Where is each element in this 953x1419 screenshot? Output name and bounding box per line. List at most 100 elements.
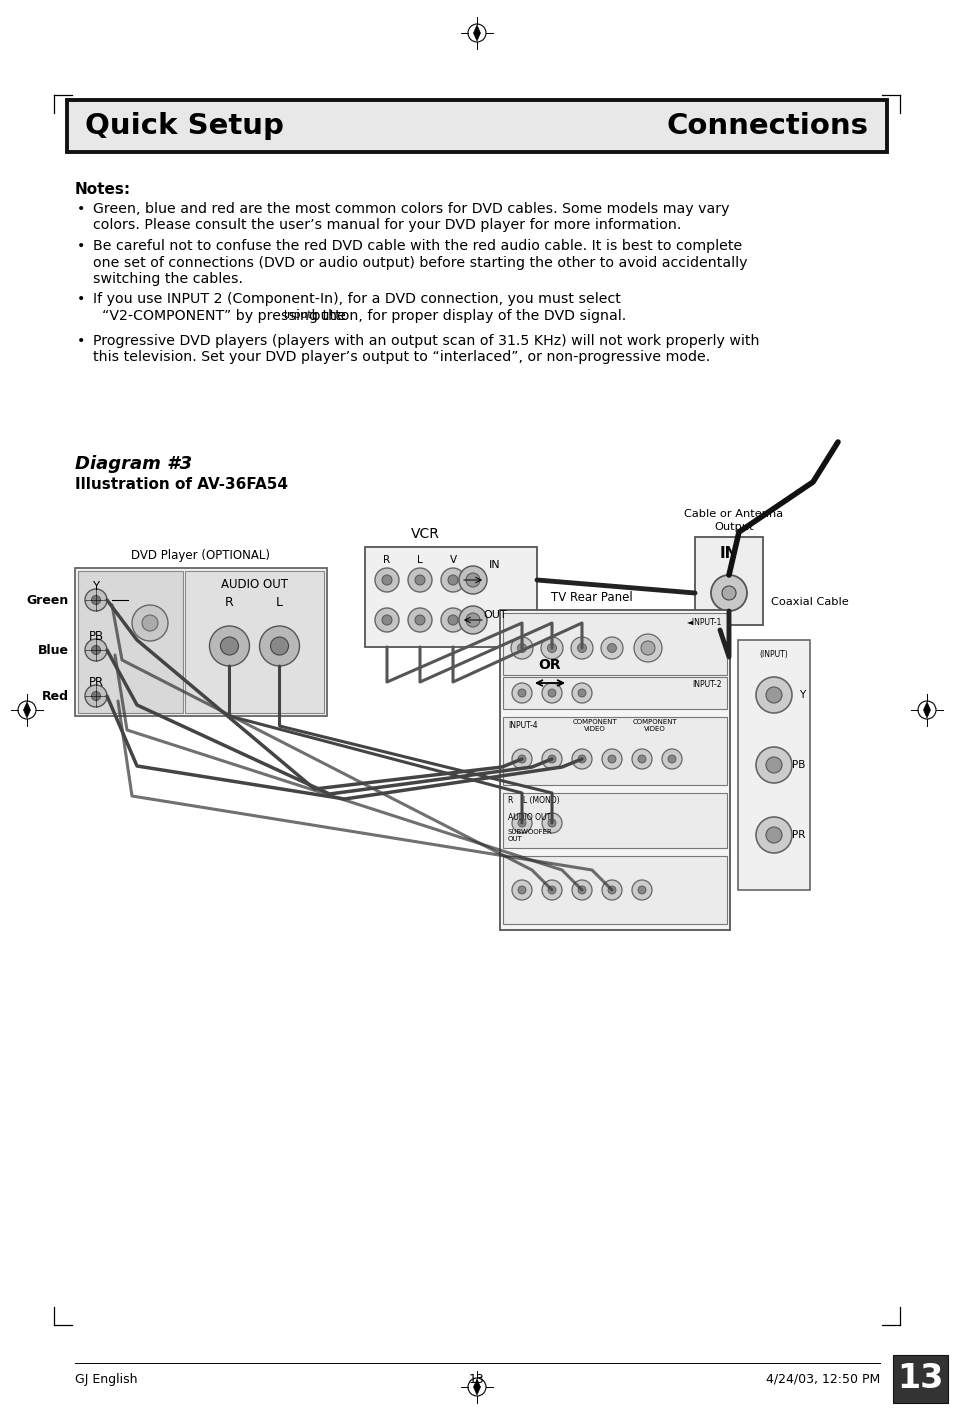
Text: Coaxial Cable: Coaxial Cable xyxy=(770,597,848,607)
Text: R: R xyxy=(225,596,233,610)
Text: INPUT-4: INPUT-4 xyxy=(507,721,537,729)
Circle shape xyxy=(408,607,432,631)
Circle shape xyxy=(631,749,651,769)
Text: 13: 13 xyxy=(469,1374,484,1386)
FancyBboxPatch shape xyxy=(499,610,729,929)
Circle shape xyxy=(765,687,781,702)
Circle shape xyxy=(415,614,424,624)
Text: Blue: Blue xyxy=(38,643,69,657)
Circle shape xyxy=(578,690,585,697)
Circle shape xyxy=(375,607,398,631)
Circle shape xyxy=(710,575,746,612)
Circle shape xyxy=(142,614,158,631)
Text: 4/24/03, 12:50 PM: 4/24/03, 12:50 PM xyxy=(765,1374,879,1386)
Text: Input: Input xyxy=(284,311,312,321)
Circle shape xyxy=(91,691,100,701)
Circle shape xyxy=(661,749,681,769)
Circle shape xyxy=(91,646,100,654)
Text: OR: OR xyxy=(538,658,560,673)
FancyBboxPatch shape xyxy=(75,568,327,717)
Circle shape xyxy=(517,755,525,763)
Circle shape xyxy=(547,819,556,827)
FancyBboxPatch shape xyxy=(502,677,726,710)
Text: •: • xyxy=(77,238,85,253)
FancyBboxPatch shape xyxy=(365,546,537,647)
Circle shape xyxy=(640,641,655,656)
Circle shape xyxy=(755,677,791,712)
Circle shape xyxy=(578,755,585,763)
Text: PB: PB xyxy=(89,630,104,643)
Text: one set of connections (DVD or audio output) before starting the other to avoid : one set of connections (DVD or audio out… xyxy=(92,255,747,270)
Circle shape xyxy=(465,573,479,587)
Circle shape xyxy=(511,637,533,658)
Circle shape xyxy=(517,885,525,894)
Circle shape xyxy=(547,643,556,653)
Circle shape xyxy=(755,746,791,783)
Circle shape xyxy=(458,566,486,595)
Text: (INPUT): (INPUT) xyxy=(759,650,787,658)
Circle shape xyxy=(572,880,592,900)
Text: L: L xyxy=(275,596,283,610)
Circle shape xyxy=(381,575,392,585)
Text: Red: Red xyxy=(42,690,69,702)
Circle shape xyxy=(541,683,561,702)
Circle shape xyxy=(512,813,532,833)
Text: colors. Please consult the user’s manual for your DVD player for more informatio: colors. Please consult the user’s manual… xyxy=(92,219,680,233)
Text: PR: PR xyxy=(89,675,104,688)
Text: •: • xyxy=(77,201,85,216)
Circle shape xyxy=(448,614,457,624)
Circle shape xyxy=(465,613,479,627)
Text: 13: 13 xyxy=(897,1362,943,1395)
Text: R    L (MONO): R L (MONO) xyxy=(507,796,559,805)
FancyBboxPatch shape xyxy=(67,99,886,152)
Text: Illustration of AV-36FA54: Illustration of AV-36FA54 xyxy=(75,477,288,492)
Text: INPUT-2: INPUT-2 xyxy=(692,680,721,690)
Text: OUT: OUT xyxy=(482,610,506,620)
Circle shape xyxy=(85,685,107,707)
Text: ◄INPUT-1: ◄INPUT-1 xyxy=(686,619,721,627)
Circle shape xyxy=(547,755,556,763)
Circle shape xyxy=(440,568,464,592)
Circle shape xyxy=(259,626,299,666)
Circle shape xyxy=(607,643,616,653)
Circle shape xyxy=(540,637,562,658)
Circle shape xyxy=(631,880,651,900)
Circle shape xyxy=(210,626,250,666)
Circle shape xyxy=(600,637,622,658)
Circle shape xyxy=(578,885,585,894)
FancyBboxPatch shape xyxy=(185,570,324,712)
Circle shape xyxy=(517,690,525,697)
Text: •: • xyxy=(77,333,85,348)
Circle shape xyxy=(667,755,676,763)
Circle shape xyxy=(607,755,616,763)
Text: switching the cables.: switching the cables. xyxy=(92,272,243,287)
Circle shape xyxy=(634,634,661,663)
Circle shape xyxy=(381,614,392,624)
Text: Output: Output xyxy=(714,522,753,532)
Text: Green, blue and red are the most common colors for DVD cables. Some models may v: Green, blue and red are the most common … xyxy=(92,201,729,216)
Circle shape xyxy=(541,749,561,769)
Text: Progressive DVD players (players with an output scan of 31.5 KHz) will not work : Progressive DVD players (players with an… xyxy=(92,333,759,348)
Circle shape xyxy=(91,596,100,604)
Circle shape xyxy=(572,749,592,769)
Circle shape xyxy=(541,813,561,833)
Circle shape xyxy=(440,607,464,631)
Text: “V2-COMPONENT” by pressing the: “V2-COMPONENT” by pressing the xyxy=(92,309,350,324)
FancyBboxPatch shape xyxy=(502,717,726,785)
Text: COMPONENT
VIDEO: COMPONENT VIDEO xyxy=(632,719,677,732)
Text: this television. Set your DVD player’s output to “interlaced”, or non-progressiv: this television. Set your DVD player’s o… xyxy=(92,350,709,365)
Circle shape xyxy=(547,885,556,894)
FancyBboxPatch shape xyxy=(502,793,726,849)
FancyBboxPatch shape xyxy=(892,1355,947,1403)
Circle shape xyxy=(517,643,526,653)
Circle shape xyxy=(541,880,561,900)
Circle shape xyxy=(512,880,532,900)
Circle shape xyxy=(408,568,432,592)
Circle shape xyxy=(577,643,586,653)
Text: Be careful not to confuse the red DVD cable with the red audio cable. It is best: Be careful not to confuse the red DVD ca… xyxy=(92,238,741,253)
Text: SUBWOOFER
OUT: SUBWOOFER OUT xyxy=(507,829,552,841)
Circle shape xyxy=(721,586,735,600)
Text: V: V xyxy=(449,555,456,565)
FancyBboxPatch shape xyxy=(695,536,762,624)
Text: VCR: VCR xyxy=(410,526,439,541)
